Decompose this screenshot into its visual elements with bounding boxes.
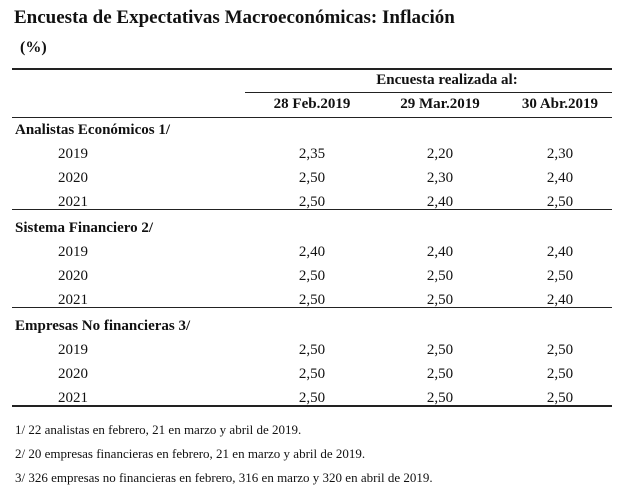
cell-value: 2,50 <box>426 366 454 382</box>
footnote: 2/ 20 empresas financieras en febrero, 2… <box>15 446 366 461</box>
column-header: 30 Abr.2019 <box>521 96 599 112</box>
rule <box>12 307 612 308</box>
cell-value: 2,40 <box>546 244 574 260</box>
row-label: 2020 <box>58 268 88 284</box>
super-header: Encuesta realizada al: <box>376 72 518 88</box>
rule <box>12 68 612 70</box>
cell-value: 2,50 <box>298 292 326 308</box>
cell-value: 2,50 <box>298 194 326 210</box>
rule <box>12 405 612 407</box>
cell-value: 2,40 <box>546 170 574 186</box>
cell-value: 2,50 <box>426 268 454 284</box>
cell-value: 2,30 <box>426 170 454 186</box>
unit: (%) <box>20 39 47 56</box>
cell-value: 2,50 <box>546 268 574 284</box>
cell-value: 2,50 <box>298 366 326 382</box>
row-label: 2021 <box>58 292 88 308</box>
cell-value: 2,40 <box>298 244 326 260</box>
cell-value: 2,35 <box>298 146 326 162</box>
cell-value: 2,50 <box>298 342 326 358</box>
cell-value: 2,50 <box>298 170 326 186</box>
rule <box>12 209 612 210</box>
column-header: 29 Mar.2019 <box>400 96 480 112</box>
row-label: 2020 <box>58 170 88 186</box>
row-label: 2019 <box>58 244 88 260</box>
footnote: 1/ 22 analistas en febrero, 21 en marzo … <box>15 422 302 437</box>
cell-value: 2,50 <box>546 342 574 358</box>
row-label: 2019 <box>58 342 88 358</box>
cell-value: 2,20 <box>426 146 454 162</box>
cell-value: 2,50 <box>546 390 574 406</box>
cell-value: 2,40 <box>426 194 454 210</box>
cell-value: 2,50 <box>426 292 454 308</box>
group-label: Empresas No financieras 3/ <box>15 318 191 334</box>
footnote: 3/ 326 empresas no financieras en febrer… <box>15 470 433 485</box>
row-label: 2019 <box>58 146 88 162</box>
cell-value: 2,50 <box>426 342 454 358</box>
cell-value: 2,40 <box>546 292 574 308</box>
cell-value: 2,40 <box>426 244 454 260</box>
title: Encuesta de Expectativas Macroeconómicas… <box>14 7 455 28</box>
row-label: 2021 <box>58 194 88 210</box>
rule <box>12 117 612 118</box>
rule <box>245 92 612 93</box>
cell-value: 2,50 <box>546 366 574 382</box>
cell-value: 2,50 <box>426 390 454 406</box>
row-label: 2020 <box>58 366 88 382</box>
cell-value: 2,50 <box>546 194 574 210</box>
cell-value: 2,30 <box>546 146 574 162</box>
group-label: Analistas Económicos 1/ <box>15 122 171 138</box>
cell-value: 2,50 <box>298 268 326 284</box>
row-label: 2021 <box>58 390 88 406</box>
group-label: Sistema Financiero 2/ <box>15 220 154 236</box>
cell-value: 2,50 <box>298 390 326 406</box>
column-header: 28 Feb.2019 <box>273 96 351 112</box>
